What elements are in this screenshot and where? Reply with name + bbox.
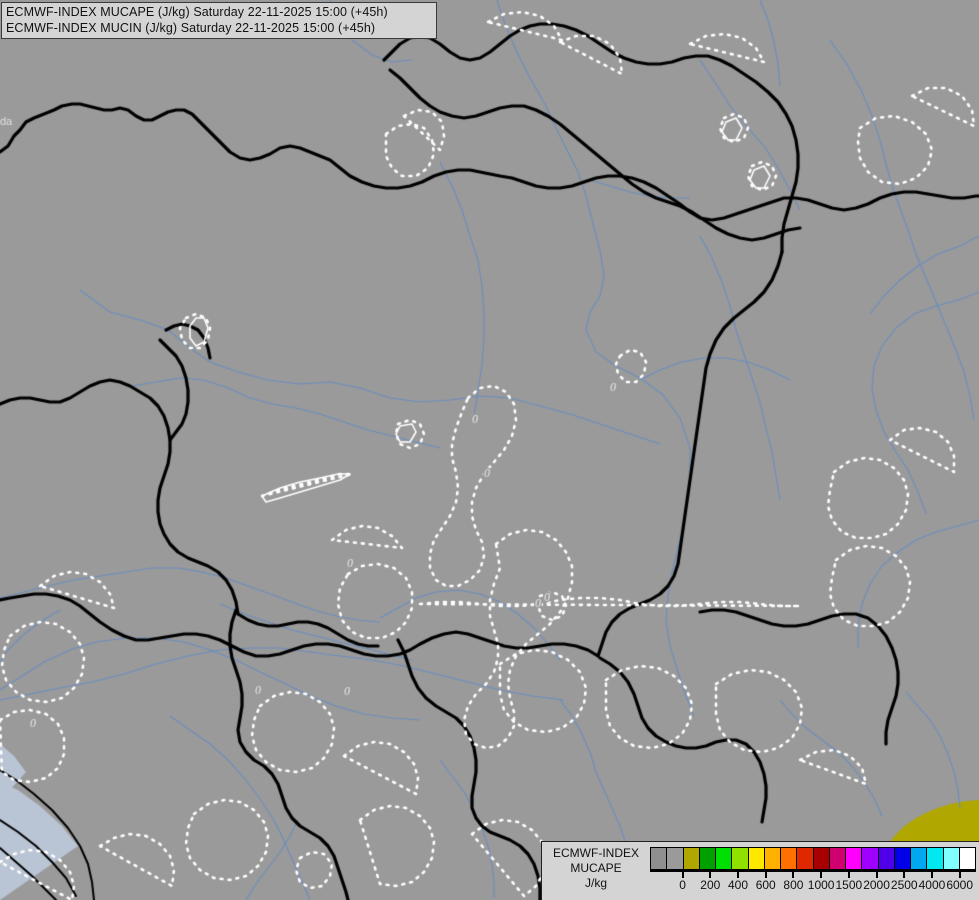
legend-swatch-17 <box>927 848 944 869</box>
legend-tick-1 <box>709 870 712 878</box>
legend-tick-0 <box>681 870 684 878</box>
legend-label-1000: 1000 <box>807 878 835 892</box>
legend-tick-10 <box>958 870 961 878</box>
legend-tick-8 <box>903 870 906 878</box>
legend-tick-labels: 0 200 400 600 800 1000 1500 2000 2500 4000 6000 <box>650 878 976 894</box>
legend-label-6000: 6000 <box>946 878 974 892</box>
legend-tick-5 <box>820 870 823 878</box>
chart-title-box: ECMWF-INDEX MUCAPE (J/kg) Saturday 22-11… <box>1 2 437 39</box>
legend-label-1500: 1500 <box>835 878 863 892</box>
legend-label-2000: 2000 <box>863 878 890 892</box>
legend-caption-model: ECMWF-INDEX <box>553 846 639 860</box>
legend-label-400: 400 <box>728 878 749 892</box>
legend-label-2500: 2500 <box>890 878 918 892</box>
legend-swatch-15 <box>894 848 911 869</box>
color-scale-legend: ECMWF-INDEX MUCAPE J/kg 0 200 400 600 800 100… <box>541 841 979 900</box>
legend-swatch-8 <box>781 848 798 869</box>
legend-swatch-4 <box>716 848 733 869</box>
legend-tick-4 <box>792 870 795 878</box>
legend-label-600: 600 <box>755 878 776 892</box>
legend-swatch-18 <box>943 848 960 869</box>
legend-axis-line <box>650 870 976 872</box>
legend-swatch-7 <box>764 848 781 869</box>
legend-label-200: 200 <box>700 878 721 892</box>
legend-swatch-14 <box>878 848 895 869</box>
legend-swatch-16 <box>911 848 928 869</box>
legend-label-4000: 4000 <box>918 878 946 892</box>
legend-caption: ECMWF-INDEX MUCAPE J/kg <box>542 842 650 891</box>
legend-swatch-10 <box>813 848 830 869</box>
legend-swatch-0 <box>651 848 668 869</box>
title-line-mucape: ECMWF-INDEX MUCAPE (J/kg) Saturday 22-11… <box>6 5 388 19</box>
legend-swatch-5 <box>732 848 749 869</box>
legend-tick-2 <box>737 870 740 878</box>
title-line-mucin: ECMWF-INDEX MUCIN (J/kg) Saturday 22-11-… <box>6 21 376 35</box>
legend-caption-parameter: MUCAPE <box>570 861 622 875</box>
legend-label-0: 0 <box>679 878 686 892</box>
legend-swatch-6 <box>748 848 765 869</box>
legend-swatch-strip <box>650 847 976 870</box>
legend-swatch-9 <box>797 848 814 869</box>
legend-label-800: 800 <box>783 878 804 892</box>
legend-swatch-13 <box>862 848 879 869</box>
legend-scale: 0 200 400 600 800 1000 1500 2000 2500 4000 6000 <box>650 842 979 894</box>
legend-swatch-3 <box>699 848 716 869</box>
legend-swatch-2 <box>683 848 700 869</box>
legend-swatch-19 <box>959 848 975 869</box>
legend-swatch-12 <box>846 848 863 869</box>
legend-swatch-1 <box>667 848 684 869</box>
legend-tick-6 <box>847 870 850 878</box>
legend-caption-units: J/kg <box>584 876 607 890</box>
legend-tick-7 <box>875 870 878 878</box>
legend-swatch-11 <box>829 848 846 869</box>
legend-tick-9 <box>930 870 933 878</box>
legend-axis <box>650 870 976 878</box>
legend-tick-3 <box>764 870 767 878</box>
